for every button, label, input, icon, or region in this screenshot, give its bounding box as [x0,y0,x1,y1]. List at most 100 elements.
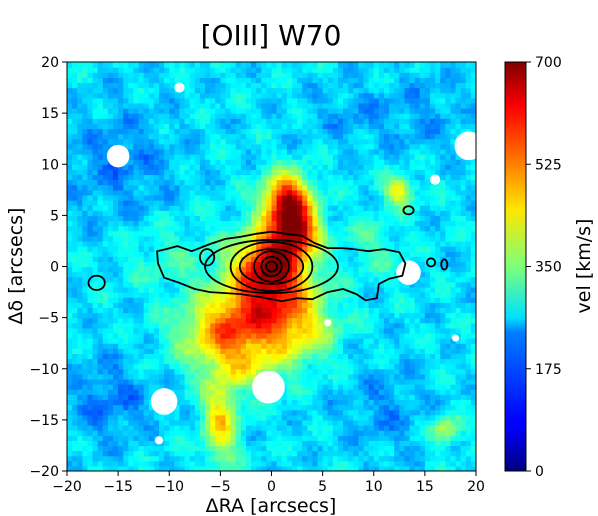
heatmap-cell [302,179,308,186]
heatmap-cell [159,230,165,237]
heatmap-cell [159,205,165,211]
heatmap-cell [220,77,227,84]
heatmap-cell [363,286,370,293]
heatmap-cell [210,353,216,360]
heatmap-cell [118,276,124,283]
heatmap-cell [358,353,365,360]
heatmap-cell [107,384,114,390]
heatmap-cell [159,82,165,89]
heatmap-cell [230,261,237,268]
heatmap-cell [317,363,324,370]
heatmap-cell [189,394,196,401]
heatmap-cell [189,317,196,324]
heatmap-cell [363,67,370,73]
heatmap-cell [235,133,242,140]
heatmap-cell [128,128,135,135]
heatmap-cell [133,235,140,242]
heatmap-cell [215,230,221,237]
heatmap-cell [138,435,145,441]
heatmap-cell [230,440,237,447]
heatmap-cell [148,281,155,288]
heatmap-cell [240,87,247,94]
heatmap-cell [174,358,181,365]
heatmap-cell [383,368,390,375]
heatmap-cell [72,123,78,130]
heatmap-cell [153,261,160,268]
heatmap-cell [368,414,375,421]
heatmap-cell [189,164,196,170]
heatmap-cell [159,317,165,324]
heatmap-cell [225,184,232,191]
heatmap-cell [194,312,201,319]
heatmap-cell [128,200,135,206]
heatmap-cell [256,128,262,135]
heatmap-cell [148,297,155,303]
heatmap-cell [297,414,303,421]
heatmap-cell [174,302,181,308]
heatmap-cell [159,77,165,84]
heatmap-cell [113,128,119,135]
heatmap-cell [337,435,344,441]
heatmap-cell [199,235,206,242]
heatmap-cell [199,240,206,247]
heatmap-cell [128,256,135,262]
heatmap-cell [113,317,119,324]
heatmap-cell [97,92,104,99]
heatmap-cell [67,240,73,247]
heatmap-cell [266,200,273,206]
heatmap-cell [77,113,83,119]
heatmap-cell [82,123,89,130]
heatmap-cell [225,220,232,227]
heatmap-cell [251,465,257,471]
heatmap-cell [378,409,385,416]
heatmap-cell [102,113,109,119]
heatmap-cell [77,87,83,94]
heatmap-cell [332,200,339,206]
heatmap-cell [153,332,160,339]
heatmap-cell [67,281,73,288]
heatmap-cell [276,169,283,176]
heatmap-cell [286,261,293,268]
heatmap-cell [297,292,303,298]
heatmap-cell [210,87,216,94]
heatmap-cell [128,215,135,222]
heatmap-cell [210,118,216,124]
heatmap-cell [174,225,181,232]
heatmap-cell [261,322,267,329]
heatmap-cell [128,460,135,467]
heatmap-cell [256,271,262,278]
heatmap-cell [118,435,124,441]
heatmap-cell [113,230,119,237]
heatmap-cell [297,133,303,140]
heatmap-cell [312,343,319,349]
heatmap-cell [210,419,216,426]
heatmap-cell [343,338,349,344]
heatmap-cell [348,87,354,94]
heatmap-cell [128,271,135,278]
heatmap-cell [184,256,191,262]
heatmap-cell [220,297,227,303]
heatmap-cell [118,389,124,395]
heatmap-cell [343,322,349,329]
heatmap-cell [138,62,145,68]
heatmap-cell [230,363,237,370]
heatmap-cell [327,281,334,288]
heatmap-cell [220,394,227,401]
heatmap-cell [240,394,247,401]
heatmap-cell [307,138,313,145]
heatmap-cell [256,368,262,375]
heatmap-cell [128,445,135,452]
heatmap-cell [118,123,124,130]
heatmap-cell [123,271,129,278]
heatmap-cell [138,338,145,344]
heatmap-cell [118,450,124,457]
heatmap-cell [322,384,329,390]
heatmap-cell [256,302,262,308]
heatmap-cell [261,414,267,421]
heatmap-cell [245,159,252,165]
heatmap-cell [363,307,370,314]
heatmap-cell [220,108,227,114]
heatmap-cell [291,389,298,395]
heatmap-cell [235,276,242,283]
heatmap-cell [343,266,349,273]
